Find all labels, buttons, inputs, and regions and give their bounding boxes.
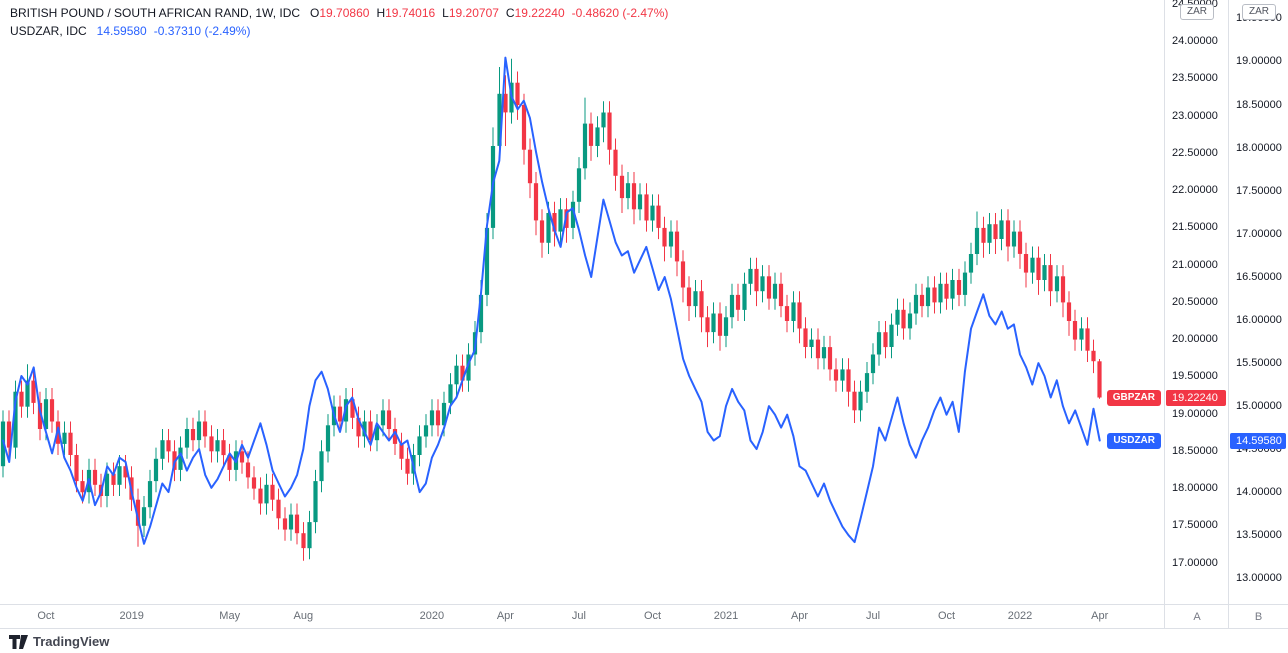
ohlc-low-label: L <box>442 6 449 20</box>
price-tick-label: 18.00000 <box>1172 482 1218 495</box>
chart-plot-area[interactable]: BRITISH POUND / SOUTH AFRICAN RAND, 1W, … <box>0 0 1164 604</box>
legend-row-gbpzar: BRITISH POUND / SOUTH AFRICAN RAND, 1W, … <box>10 4 668 22</box>
usdzar-line-series <box>2 56 1101 545</box>
price-tick-label: 19.00000 <box>1172 407 1218 420</box>
price-tick-label: 16.00000 <box>1236 313 1282 326</box>
gbpzar-candlestick-series <box>0 58 1102 561</box>
time-tick-label: Apr <box>496 610 514 622</box>
price-tick-label: 17.50000 <box>1172 519 1218 532</box>
price-tick-label: 18.50000 <box>1236 98 1282 111</box>
price-tick-label: 22.00000 <box>1172 184 1218 197</box>
gbpzar-symbol-title[interactable]: BRITISH POUND / SOUTH AFRICAN RAND, 1W, … <box>10 6 301 20</box>
price-tick-label: 23.50000 <box>1172 72 1218 85</box>
price-tick-label: 13.50000 <box>1236 528 1282 541</box>
usdzar-change: -0.37310 (-2.49%) <box>153 24 251 38</box>
tradingview-logo-text: TradingView <box>33 634 110 649</box>
time-tick-label: 2019 <box>119 610 144 622</box>
ohlc-open-label: O <box>310 6 320 20</box>
price-chart-canvas[interactable] <box>0 0 1164 604</box>
ohlc-close-label: C <box>505 6 515 20</box>
footer-bar: TradingView <box>0 630 1288 653</box>
usdzar-last-price-badge: 14.59580 <box>1230 433 1286 449</box>
price-tick-label: 13.00000 <box>1236 571 1282 584</box>
price-tick-label: 14.00000 <box>1236 485 1282 498</box>
time-tick-label: Jul <box>865 610 881 622</box>
price-tick-label: 17.00000 <box>1172 556 1218 569</box>
price-tick-label: 24.00000 <box>1172 35 1218 48</box>
time-tick-label: May <box>219 610 241 622</box>
price-tick-label: 23.00000 <box>1172 109 1218 122</box>
gbpzar-price-pill: GBPZAR <box>1106 390 1161 406</box>
time-tick-label: Aug <box>293 610 314 622</box>
price-tick-label: 20.00000 <box>1172 333 1218 346</box>
price-tick-label: 17.50000 <box>1236 184 1282 197</box>
scale-a-toggle-button[interactable]: A <box>1164 605 1229 628</box>
price-tick-label: 15.50000 <box>1236 356 1282 369</box>
time-tick-label: 2022 <box>1007 610 1033 622</box>
tradingview-logo-icon <box>9 634 28 649</box>
scale-b-currency-badge[interactable]: ZAR <box>1242 4 1276 20</box>
tradingview-logo[interactable]: TradingView <box>9 634 109 649</box>
legend: BRITISH POUND / SOUTH AFRICAN RAND, 1W, … <box>10 4 668 40</box>
price-scale-gbpzar[interactable]: ZAR 19.22240 24.5000024.0000023.5000023.… <box>1164 0 1229 604</box>
ohlc-high-value: 19.74016 <box>385 6 436 20</box>
ohlc-close-value: 19.22240 <box>514 6 565 20</box>
usdzar-price-pill: USDZAR <box>1107 433 1161 449</box>
price-tick-label: 18.00000 <box>1236 141 1282 154</box>
scale-b-toggle-button[interactable]: B <box>1228 605 1288 628</box>
ohlc-high-label: H <box>376 6 386 20</box>
time-tick-label: Apr <box>790 610 809 622</box>
ohlc-low-value: 19.20707 <box>448 6 499 20</box>
price-tick-label: 19.50000 <box>1172 370 1218 383</box>
price-tick-label: 16.50000 <box>1236 270 1282 283</box>
time-tick-label: 2021 <box>713 610 739 622</box>
price-tick-label: 20.50000 <box>1172 295 1218 308</box>
price-tick-label: 18.50000 <box>1172 444 1218 457</box>
time-axis-labels: Oct 2019 May Aug 2020 Apr Jul Oct 2021 Apr Jul Oct 2… <box>0 605 1164 629</box>
time-tick-label: Oct <box>643 610 662 622</box>
price-tick-label: 21.50000 <box>1172 221 1218 234</box>
usdzar-symbol-title[interactable]: USDZAR, IDC <box>10 24 87 38</box>
price-tick-label: 15.00000 <box>1236 399 1282 412</box>
time-axis[interactable]: Oct 2019 May Aug 2020 Apr Jul Oct 2021 Apr Jul Oct 2… <box>0 604 1288 629</box>
usdzar-value: 14.59580 <box>96 24 147 38</box>
price-tick-label: 19.00000 <box>1236 55 1282 68</box>
time-tick-label: Jul <box>571 610 586 622</box>
ohlc-open-value: 19.70860 <box>319 6 370 20</box>
price-tick-label: 22.50000 <box>1172 146 1218 159</box>
time-tick-label: Oct <box>37 610 55 622</box>
time-tick-label: 2020 <box>419 610 445 622</box>
price-scale-usdzar[interactable]: ZAR 14.59580 19.5000019.0000018.5000018.… <box>1228 0 1288 604</box>
gbpzar-last-price-badge: 19.22240 <box>1166 390 1226 406</box>
time-tick-label: Oct <box>937 610 956 622</box>
scale-a-currency-badge[interactable]: ZAR <box>1180 4 1214 20</box>
time-tick-label: Apr <box>1091 610 1109 622</box>
price-tick-label: 17.00000 <box>1236 227 1282 240</box>
gbpzar-change: -0.48620 (-2.47%) <box>571 6 669 20</box>
price-tick-label: 21.00000 <box>1172 258 1218 271</box>
legend-row-usdzar: USDZAR, IDC 14.59580 -0.37310 (-2.49%) <box>10 22 668 40</box>
